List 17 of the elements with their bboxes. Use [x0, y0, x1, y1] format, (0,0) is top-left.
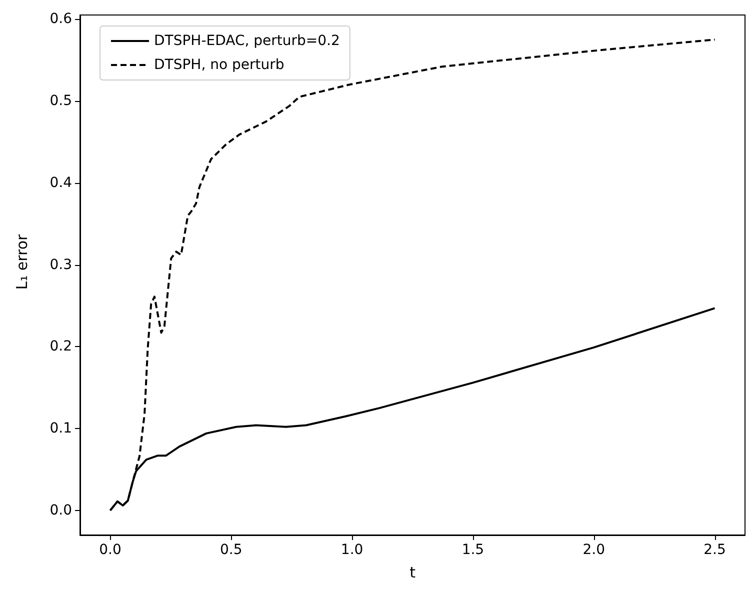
y-tick-label: 0.6 [50, 11, 72, 28]
x-axis-title: t [410, 564, 416, 582]
y-tick-label: 0.5 [50, 92, 72, 109]
legend-label: DTSPH, no perturb [154, 57, 284, 73]
y-axis-title: L₁ error [13, 234, 31, 290]
y-tick-label: 0.2 [50, 338, 72, 355]
legend-label: DTSPH-EDAC, perturb=0.2 [154, 33, 340, 49]
x-tick-label: 1.5 [462, 542, 484, 558]
x-tick-label: 1.0 [340, 542, 364, 558]
y-tick-label: 0.0 [50, 502, 72, 518]
x-tick-label: 0.5 [220, 542, 242, 558]
y-tick-label: 0.3 [50, 256, 72, 273]
y-tick-label: 0.4 [50, 174, 72, 191]
x-tick-label: 2.0 [582, 542, 605, 558]
x-tick-label: 2.5 [704, 542, 726, 558]
y-tick-label: 0.1 [50, 420, 72, 437]
x-tick-label: 0.0 [99, 542, 122, 558]
